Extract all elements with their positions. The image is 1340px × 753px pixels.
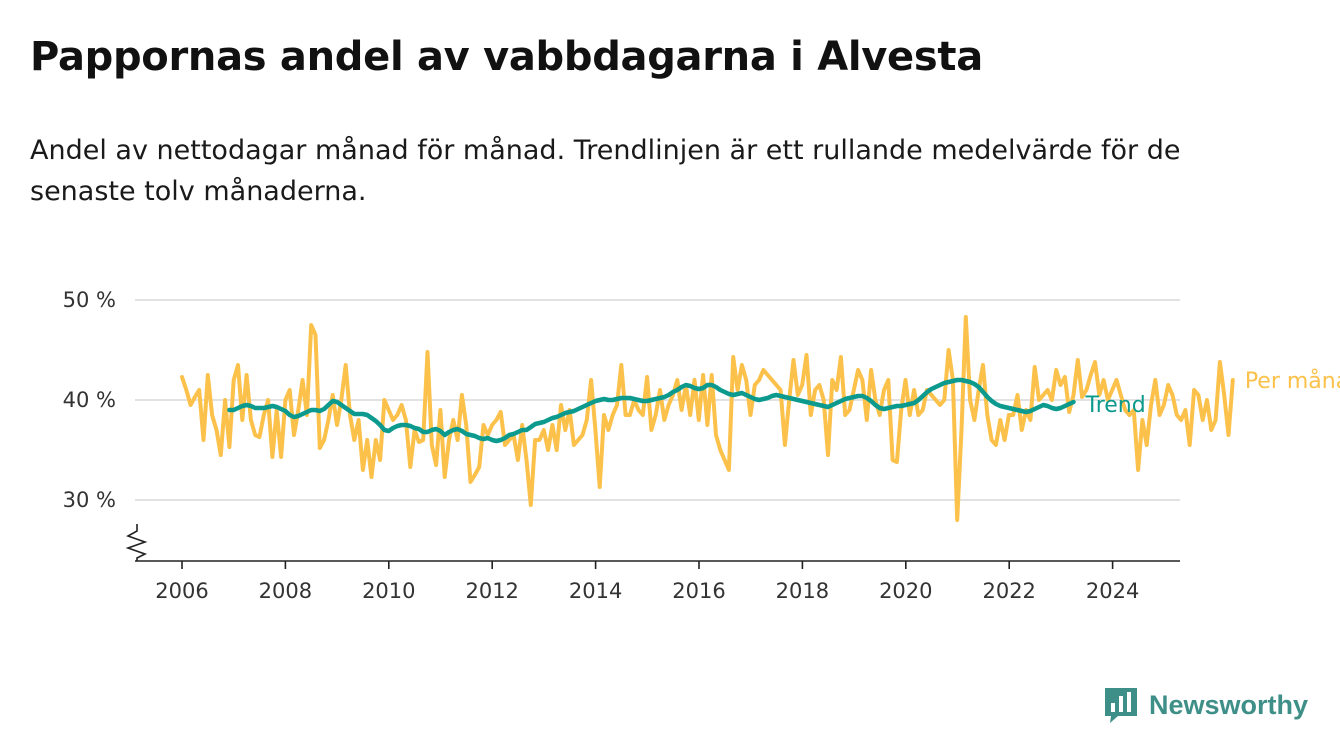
x-tick-label: 2014 — [569, 579, 622, 603]
x-tick-label: 2020 — [879, 579, 932, 603]
chart-title: Pappornas andel av vabbdagarna i Alvesta — [30, 34, 983, 80]
x-tick-label: 2022 — [982, 579, 1035, 603]
y-axis: 30 % 40 % 50 % — [63, 288, 116, 512]
series-lines — [180, 315, 1235, 522]
series-label-per-manad: Per månad — [1245, 368, 1340, 394]
series-line-trend — [227, 377, 1076, 444]
x-tick-label: 2018 — [776, 579, 829, 603]
chart-subtitle: Andel av nettodagar månad för månad. Tre… — [30, 135, 1181, 207]
direct-labels: Per månad Trend — [1084, 368, 1340, 418]
x-tick-label: 2024 — [1086, 579, 1139, 603]
series-line-per-manad — [180, 315, 1235, 522]
x-tick-label: 2006 — [155, 579, 208, 603]
bar-chart-speech-icon — [1104, 688, 1137, 723]
x-tick-label: 2008 — [259, 579, 312, 603]
x-tick-label: 2012 — [465, 579, 518, 603]
x-tick-label: 2010 — [362, 579, 415, 603]
x-tick-label: 2016 — [672, 579, 725, 603]
brand-name: Newsworthy — [1148, 689, 1308, 720]
y-tick-label: 50 % — [63, 288, 116, 312]
brand-logo: Newsworthy — [1103, 685, 1308, 725]
y-tick-label: 30 % — [63, 488, 116, 512]
x-axis: 2006 2008 2010 2012 2014 2016 2018 2020 2022 2024 — [125, 524, 1180, 603]
series-label-trend: Trend — [1084, 393, 1145, 418]
y-tick-label: 40 % — [63, 388, 116, 412]
axis-break-icon — [125, 524, 148, 561]
